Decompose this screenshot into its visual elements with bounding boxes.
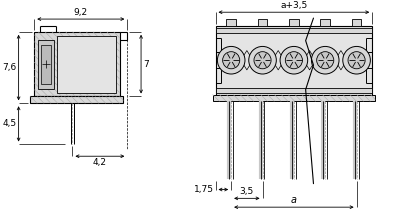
Circle shape	[280, 46, 308, 74]
Bar	[38, 40, 54, 89]
Text: 9,2: 9,2	[74, 8, 88, 17]
Bar	[289, 19, 299, 26]
Text: 4,2: 4,2	[93, 158, 107, 167]
Circle shape	[217, 46, 245, 74]
Text: 7: 7	[143, 60, 149, 69]
Circle shape	[312, 46, 339, 74]
Text: a: a	[291, 195, 297, 205]
Circle shape	[285, 52, 302, 69]
Bar	[30, 97, 124, 103]
Circle shape	[343, 46, 370, 74]
Circle shape	[223, 52, 240, 69]
Text: 4,5: 4,5	[2, 119, 17, 128]
Text: 3,5: 3,5	[240, 187, 254, 196]
Text: 7,6: 7,6	[2, 63, 17, 72]
Bar	[212, 95, 375, 101]
Circle shape	[249, 46, 276, 74]
Bar	[258, 19, 268, 26]
Bar	[226, 19, 236, 26]
Bar	[34, 32, 120, 97]
Text: 1,75: 1,75	[194, 185, 214, 194]
Circle shape	[317, 52, 334, 69]
Bar	[216, 26, 372, 95]
Bar	[320, 19, 330, 26]
Circle shape	[254, 52, 271, 69]
Circle shape	[348, 52, 365, 69]
Bar	[216, 28, 372, 33]
Bar	[57, 36, 116, 92]
Bar	[352, 19, 362, 26]
Text: a+3,5: a+3,5	[280, 1, 308, 10]
Bar	[216, 88, 372, 92]
Bar	[41, 45, 51, 84]
